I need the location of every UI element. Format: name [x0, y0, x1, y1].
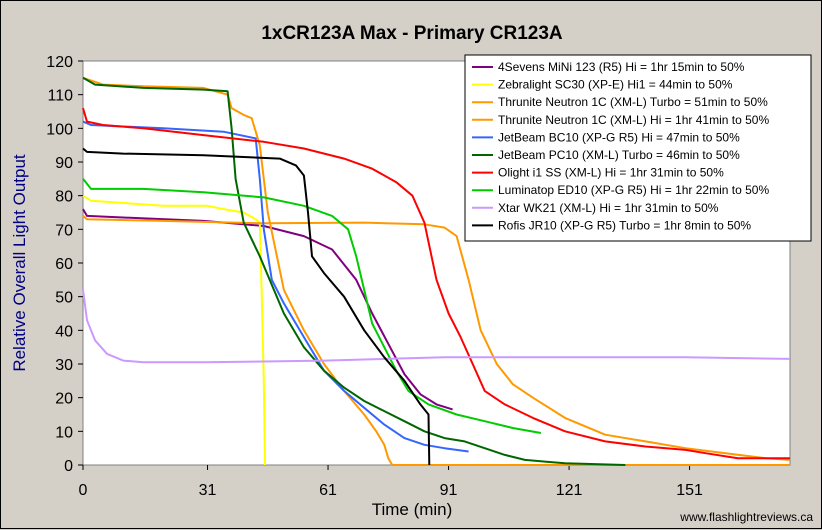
x-tick-label: 61 — [319, 482, 337, 499]
chart-title: 1xCR123A Max - Primary CR123A — [261, 23, 563, 44]
y-tick-label: 80 — [55, 189, 73, 206]
series-line-4 — [82, 215, 791, 461]
y-axis: 0 10 20 30 40 50 60 70 80 90 100 110 120 — [46, 54, 83, 475]
y-tick-label: 30 — [55, 357, 73, 374]
y-tick-label: 120 — [46, 54, 73, 71]
legend-label-7: Olight i1 SS (XM-L) Hi = 1hr 31min to 50… — [498, 166, 724, 180]
legend: 4Sevens MiNi 123 (R5) Hi = 1hr 15min to … — [464, 54, 812, 242]
y-tick-label: 50 — [55, 290, 73, 307]
legend-box — [464, 54, 812, 242]
x-tick-label: 121 — [556, 482, 583, 499]
x-tick-label: 91 — [440, 482, 458, 499]
series-line-1 — [82, 208, 453, 411]
y-tick-label: 110 — [47, 88, 73, 105]
x-axis: 0 31 61 91 121 151 — [79, 465, 703, 499]
series-line-8 — [82, 178, 542, 434]
y-axis-label: Relative Overall Light Output — [10, 154, 29, 372]
y-tick-label: 90 — [55, 155, 73, 172]
series-lines — [82, 76, 791, 466]
series-line-5 — [82, 120, 469, 453]
series-line-2 — [82, 194, 266, 466]
x-tick-label: 151 — [676, 482, 703, 499]
credit-text: www.flashlightreviews.ca — [679, 510, 813, 524]
y-tick-label: 40 — [55, 323, 73, 340]
y-tick-label: 0 — [64, 458, 73, 475]
y-tick-label: 70 — [55, 222, 73, 239]
legend-label-4: Thrunite Neutron 1C (XM-L) Hi = 1hr 41mi… — [498, 113, 769, 127]
legend-label-6: JetBeam PC10 (XM-L) Turbo = 46min to 50% — [498, 148, 740, 162]
legend-label-9: Xtar WK21 (XM-L) Hi = 1hr 31min to 50% — [498, 201, 719, 215]
series-line-6 — [82, 76, 626, 466]
y-tick-label: 60 — [55, 256, 73, 273]
x-axis-label: Time (min) — [372, 500, 453, 519]
legend-label-3: Thrunite Neutron 1C (XM-L) Turbo = 51min… — [498, 95, 768, 109]
legend-label-1: 4Sevens MiNi 123 (R5) Hi = 1hr 15min to … — [498, 60, 745, 74]
x-tick-label: 0 — [79, 482, 88, 499]
series-line-10 — [82, 147, 431, 466]
y-tick-label: 10 — [55, 424, 73, 441]
series-line-9 — [82, 289, 791, 364]
legend-label-8: Luminatop ED10 (XP-G R5) Hi = 1hr 22min … — [498, 183, 769, 197]
legend-label-2: Zebralight SC30 (XP-E) Hi1 = 44min to 50… — [498, 78, 733, 92]
x-tick-label: 31 — [199, 482, 217, 499]
legend-label-10: Rofis JR10 (XP-G R5) Turbo = 1hr 8min to… — [498, 218, 751, 232]
legend-label-5: JetBeam BC10 (XP-G R5) Hi = 47min to 50% — [498, 130, 740, 144]
y-tick-label: 100 — [46, 121, 73, 138]
series-line-7 — [82, 107, 790, 460]
y-tick-label: 20 — [55, 391, 73, 408]
